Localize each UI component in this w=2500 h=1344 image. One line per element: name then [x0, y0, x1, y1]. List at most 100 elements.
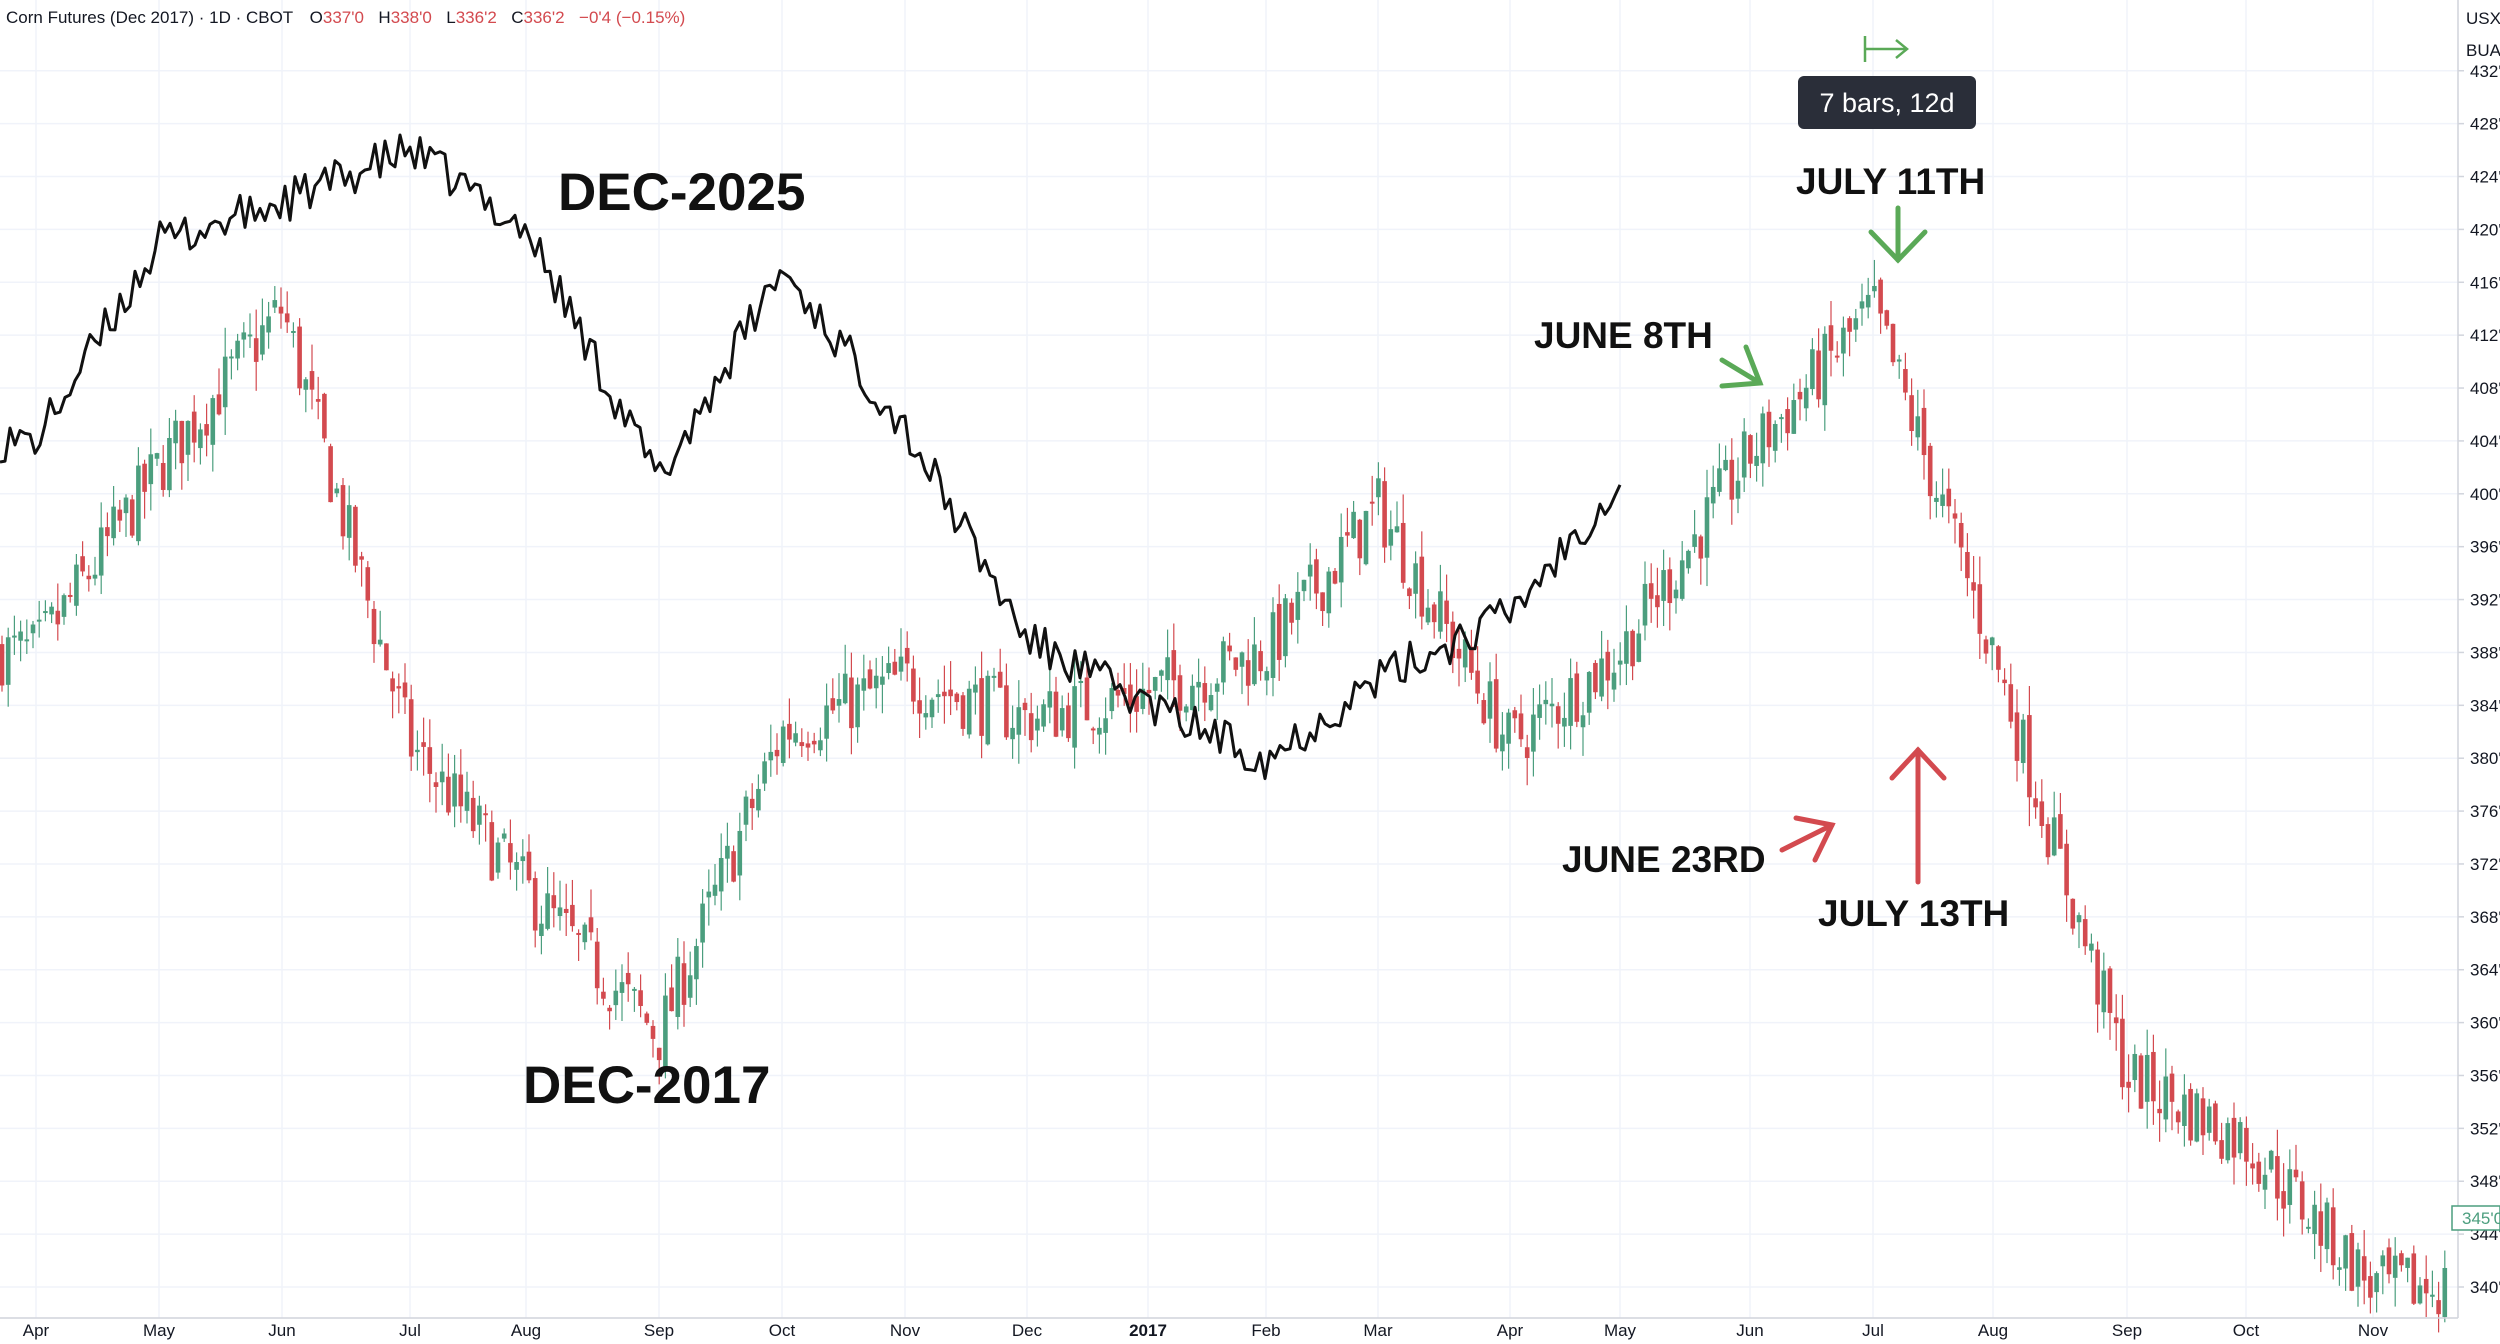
candle-body — [1779, 417, 1784, 420]
x-tick-label: May — [1604, 1321, 1637, 1340]
candle-body — [2194, 1093, 2200, 1142]
candle-body — [340, 485, 346, 537]
candle-body — [1537, 704, 1542, 718]
candle-body — [2113, 1017, 2119, 1024]
measure-tool[interactable] — [1863, 36, 1909, 62]
candle-body — [1400, 522, 1406, 583]
candle-body — [105, 527, 110, 537]
candle-body — [1140, 688, 1146, 709]
candle-body — [216, 394, 222, 415]
candle-body — [2014, 712, 2020, 761]
x-tick-label: Apr — [23, 1321, 50, 1340]
candle-body — [1307, 564, 1313, 577]
candle-body — [743, 796, 749, 825]
y-tick-label: 392'0 — [2470, 591, 2500, 610]
candle-body — [309, 371, 315, 390]
candle-body — [2324, 1202, 2330, 1250]
candle-body — [1940, 494, 1945, 506]
candle-body — [477, 805, 482, 825]
candle-body — [2219, 1140, 2224, 1159]
open-value: 337'0 — [323, 8, 364, 27]
candle-body — [619, 982, 625, 993]
arrow-june-8th — [1719, 344, 1764, 389]
candle-body — [1407, 588, 1412, 597]
candle-body — [712, 884, 718, 896]
y-tick-label: 380'0 — [2470, 749, 2500, 768]
label-july-13th: JULY 13TH — [1818, 893, 2009, 934]
candle-body — [532, 878, 538, 931]
candle-body — [1258, 651, 1263, 672]
price-axis[interactable]: 340'0344'0348'0352'0356'0360'0364'0368'0… — [2458, 62, 2500, 1297]
candle-body — [1320, 592, 1325, 612]
candle-body — [694, 946, 699, 980]
candle-body — [2411, 1253, 2417, 1304]
candle-body — [1828, 325, 1834, 351]
candle-body — [2144, 1054, 2150, 1102]
candle-body — [390, 678, 395, 692]
last-price-label: 345'0 — [2462, 1209, 2500, 1228]
candle-body — [811, 740, 817, 745]
candle-body — [557, 907, 563, 917]
candle-body — [191, 411, 197, 443]
label-dec-2017: DEC-2017 — [523, 1056, 770, 1115]
candle-body — [2312, 1204, 2317, 1235]
candle-body — [1723, 459, 1728, 471]
candle-body — [508, 843, 513, 863]
candle-body — [1239, 652, 1245, 667]
candle-body — [1822, 333, 1828, 406]
candle-body — [222, 356, 228, 408]
y-tick-label: 396'0 — [2470, 538, 2500, 557]
candle-body — [2070, 898, 2076, 929]
candle-body — [1748, 435, 1753, 464]
candle-body — [384, 643, 389, 671]
candle-body — [2206, 1106, 2212, 1133]
candle-body — [805, 743, 811, 748]
time-axis[interactable]: Apr May Jun Jul Aug Sep Oct Nov Dec 2017 Feb Mar Apr… — [23, 1321, 2389, 1340]
candle-body — [2027, 715, 2032, 798]
candle-body — [2132, 1053, 2138, 1081]
candle-body — [160, 462, 166, 490]
candle-body — [1983, 639, 1989, 654]
candle-body — [1506, 712, 1511, 744]
candle-body — [886, 663, 891, 674]
candle-body — [898, 656, 904, 672]
candle-body — [371, 608, 377, 645]
x-tick-label: 2017 — [1129, 1321, 1167, 1340]
candle-body — [1568, 678, 1573, 726]
candle-body — [656, 1047, 662, 1061]
candle-body — [1586, 672, 1592, 713]
candle-body — [2306, 1226, 2311, 1229]
candle-body — [2175, 1111, 2181, 1123]
candle-body — [2039, 801, 2045, 826]
candle-body — [1351, 511, 1356, 539]
y-tick-label: 412'0 — [2470, 326, 2500, 345]
candle-body — [1754, 455, 1759, 466]
candle-body — [2082, 919, 2088, 947]
candle-body — [1977, 584, 1983, 634]
candle-body — [793, 733, 798, 743]
y-tick-label: 408'0 — [2470, 379, 2500, 398]
x-tick-label: Jul — [399, 1321, 421, 1340]
candle-body — [787, 723, 792, 740]
candle-body — [514, 862, 519, 870]
open-label: O — [310, 8, 323, 27]
symbol-label: Corn Futures (Dec 2017) · 1D · CBOT — [6, 8, 293, 27]
candle-body — [1270, 612, 1276, 678]
candle-body — [725, 845, 730, 859]
candle-body — [1661, 570, 1666, 601]
x-tick-label: Jul — [1862, 1321, 1884, 1340]
candle-body — [2169, 1073, 2175, 1102]
candle-body — [774, 749, 780, 757]
candle-body — [1425, 607, 1431, 623]
candle-body — [1549, 703, 1555, 707]
candle-body — [2213, 1103, 2218, 1142]
y-tick-label: 368'0 — [2470, 908, 2500, 927]
candle-body — [247, 334, 253, 337]
arrow-july-13th — [1889, 746, 1947, 885]
candle-body — [1797, 391, 1803, 400]
candle-body — [539, 923, 544, 937]
candle-body — [2399, 1253, 2404, 1266]
candle-body — [74, 564, 79, 606]
candle-body — [1531, 714, 1536, 752]
